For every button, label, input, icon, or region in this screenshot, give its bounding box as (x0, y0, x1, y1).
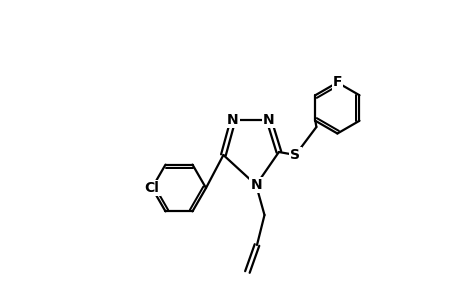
Text: N: N (263, 113, 274, 127)
Text: Cl: Cl (144, 181, 159, 195)
Text: F: F (332, 76, 341, 89)
Text: N: N (250, 178, 261, 192)
Text: N: N (227, 113, 238, 127)
Text: S: S (290, 148, 300, 162)
